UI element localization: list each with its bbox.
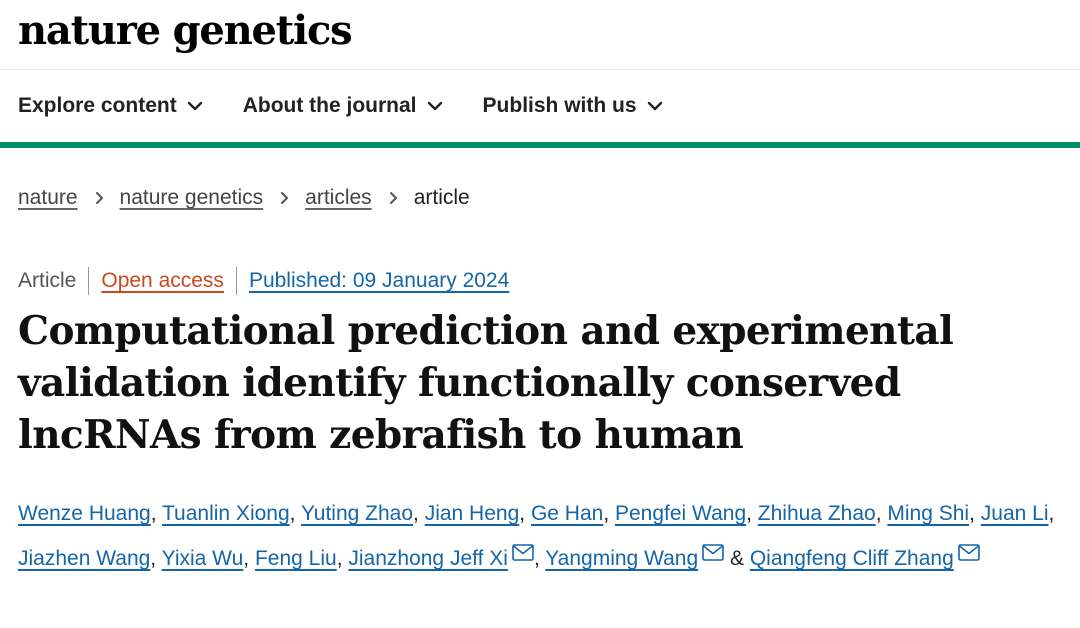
chevron-down-icon bbox=[425, 96, 445, 116]
nav-explore-content[interactable]: Explore content bbox=[18, 94, 205, 118]
author-link[interactable]: Juan Li bbox=[980, 502, 1049, 525]
chevron-right-icon bbox=[91, 190, 107, 206]
article-title: Computational prediction and experimenta… bbox=[18, 308, 954, 458]
published-date-link[interactable]: Published: 09 January 2024 bbox=[248, 269, 510, 292]
main-nav: Explore content About the journal Publis… bbox=[0, 70, 1080, 148]
article-type: Article bbox=[18, 269, 77, 292]
breadcrumb-link-nature-genetics[interactable]: nature genetics bbox=[119, 186, 264, 209]
author-link[interactable]: Jiazhen Wang bbox=[18, 547, 151, 570]
breadcrumb-link-articles[interactable]: articles bbox=[305, 186, 372, 209]
meta-divider bbox=[235, 267, 237, 295]
breadcrumb-current: article bbox=[413, 186, 470, 209]
nav-item-label: About the journal bbox=[242, 94, 417, 117]
author-link[interactable]: Yuting Zhao bbox=[300, 502, 414, 525]
journal-logo[interactable]: nature genetics bbox=[18, 6, 353, 54]
chevron-right-icon bbox=[385, 190, 401, 206]
breadcrumb: nature nature genetics articles article bbox=[0, 185, 1080, 211]
author-link[interactable]: Yixia Wu bbox=[161, 547, 244, 570]
chevron-down-icon bbox=[645, 96, 665, 116]
author-link[interactable]: Yangming Wang bbox=[545, 547, 699, 570]
mail-icon[interactable] bbox=[957, 544, 980, 561]
mail-icon[interactable] bbox=[512, 544, 534, 561]
author-list: Wenze Huang, Tuanlin Xiong, Yuting Zhao,… bbox=[18, 502, 1055, 570]
author-link[interactable]: Ming Shi bbox=[887, 502, 970, 525]
meta-divider bbox=[88, 267, 90, 295]
chevron-down-icon bbox=[185, 96, 205, 116]
nav-about-journal[interactable]: About the journal bbox=[243, 94, 445, 118]
author-link[interactable]: Tuanlin Xiong bbox=[162, 502, 290, 525]
site-header: nature genetics bbox=[0, 0, 1080, 70]
breadcrumb-link-nature[interactable]: nature bbox=[18, 186, 78, 209]
chevron-right-icon bbox=[276, 190, 292, 206]
nav-publish-with-us[interactable]: Publish with us bbox=[483, 94, 665, 118]
author-link[interactable]: Pengfei Wang bbox=[614, 502, 747, 525]
mail-icon[interactable] bbox=[702, 544, 724, 561]
author-link[interactable]: Wenze Huang bbox=[18, 502, 151, 525]
author-link[interactable]: Ge Han bbox=[530, 502, 604, 525]
author-link[interactable]: Jianzhong Jeff Xi bbox=[348, 547, 508, 570]
author-link[interactable]: Zhihua Zhao bbox=[757, 502, 876, 525]
open-access-link[interactable]: Open access bbox=[101, 269, 224, 292]
article-meta: Article Open access Published: 09 Januar… bbox=[0, 265, 1080, 297]
author-link[interactable]: Jian Heng bbox=[424, 502, 520, 525]
nav-item-label: Publish with us bbox=[482, 94, 637, 117]
author-link[interactable]: Feng Liu bbox=[254, 547, 337, 570]
author-link[interactable]: Qiangfeng Cliff Zhang bbox=[749, 547, 954, 570]
nav-item-label: Explore content bbox=[18, 94, 177, 117]
